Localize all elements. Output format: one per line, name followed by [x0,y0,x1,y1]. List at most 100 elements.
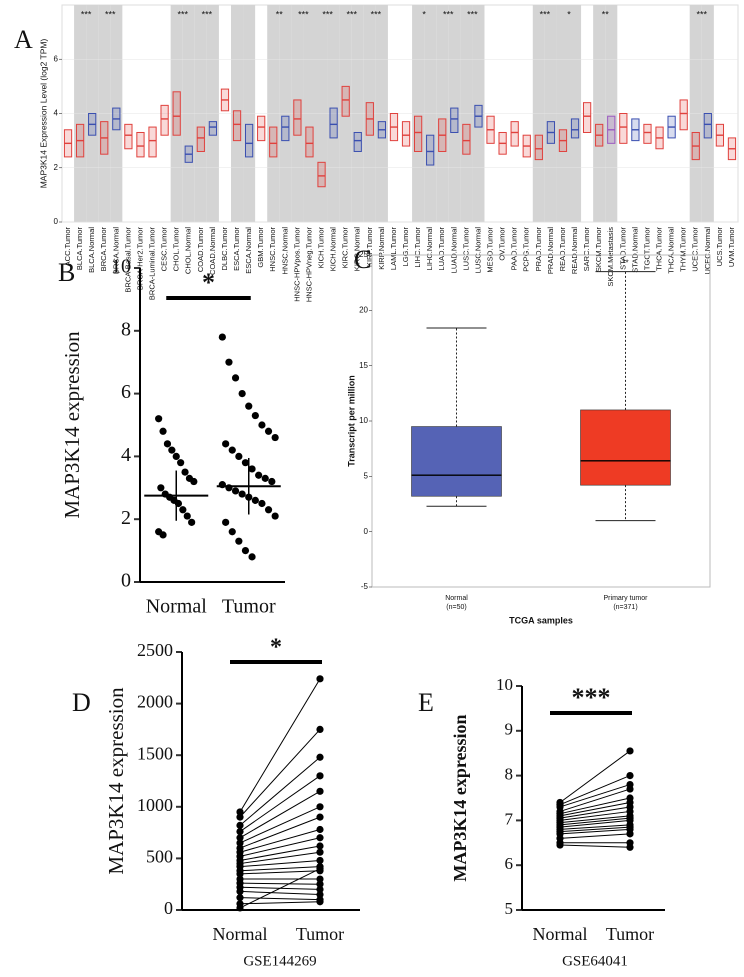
significance: *** [371,9,382,19]
point [228,446,236,454]
x-tick-label: BRCA.Tumor [99,226,108,271]
pair-line [239,866,321,872]
point [316,898,324,906]
point [316,880,324,888]
x-tick-label: READ.Normal [570,227,579,274]
box [462,123,471,155]
pair-line [559,797,631,815]
point [190,477,198,486]
x-tick-label: HNSC-HPVpos.Tumor [292,227,301,302]
x-tick-label: COAD.Tumor [196,227,205,273]
x-tick-label: PAAD.Tumor [510,227,519,271]
pair-line [559,828,631,835]
significance: *** [105,9,116,19]
x-tick-label: PRAD.Tumor [534,226,543,271]
x-tick-label: LIHC.Normal [425,227,434,271]
box [293,99,302,136]
point [231,374,240,382]
pair-line [239,901,321,905]
y-tick-label: 0 [121,570,131,592]
point [236,894,244,902]
x-tick-label: CHOL.Tumor [172,226,181,271]
point [177,459,185,467]
x-tick-label: SARC.Tumor [582,226,591,271]
point [241,547,250,555]
box [580,409,671,486]
pair-line [559,801,631,817]
y-tick-label: 8 [505,765,514,784]
point [155,415,163,423]
point [236,808,244,816]
box [341,85,350,117]
point [251,496,259,504]
point [316,787,324,795]
y-tick-label: 10 [496,675,513,694]
y-tick-label: 5 [364,471,369,480]
x-tick-label: KICH.Tumor [317,227,326,269]
significance: * [202,268,215,297]
x-tick-label: ACC.Tumor [63,227,72,267]
box [643,123,652,144]
x-tick-label: STAD.Tumor [618,226,627,269]
y-tick-label: 15 [359,361,368,370]
pair-line [239,845,321,861]
point [172,452,180,460]
significance: *** [322,9,333,19]
x-tick-label: DLBC.Tumor [220,227,229,271]
x-tick-label: GBM.Tumor [256,227,265,268]
x-tick-label: Primary tumor [604,595,649,602]
x-tick-label: KIRC.Tumor [341,227,350,269]
pair-line [239,775,321,832]
x-tick-label: KIRC.Normal [353,227,362,272]
box [196,126,205,152]
significance: *** [346,9,357,19]
pair-line [239,851,321,865]
point [236,887,244,896]
box [244,123,254,158]
point [236,870,244,878]
pair-line [239,870,321,875]
point [231,487,240,495]
sample-size: (n=371) [613,604,637,611]
point [556,841,564,849]
box [582,102,592,133]
pair-line [559,844,631,848]
point [225,358,233,366]
point [316,834,324,842]
significance: * [567,9,571,19]
point [258,499,266,508]
x-tick-label: Tumor [296,924,344,944]
point [316,772,324,780]
box [148,126,157,158]
x-tick-label: ESCA.Tumor [232,227,241,271]
pair-line [559,775,631,806]
box [317,161,326,188]
y-tick-label: 10 [111,256,131,278]
box [510,121,519,147]
point [255,471,263,479]
pair-line [559,826,631,833]
box [329,107,338,139]
point [179,506,187,514]
y-tick-label: 20 [359,305,368,314]
pair-line [239,678,321,813]
point [316,842,324,850]
x-tick-label: Normal [146,596,208,618]
point [163,440,172,448]
y-axis-title: MAP3K14 expression [450,714,470,881]
point [222,440,230,448]
box [401,121,411,147]
pair-line [239,790,321,839]
y-tick-label: 2 [54,163,59,172]
pair-line [239,868,321,909]
significance: *** [467,9,478,19]
point [236,821,244,829]
x-tick-label: TGCT.Tumor [642,227,651,271]
box [136,131,145,158]
x-tick-label: UVM.Tumor [727,226,736,267]
y-tick-label: 2 [121,507,131,529]
x-tick-label: CHOL.Normal [184,227,193,274]
point [236,813,244,821]
point [251,411,259,420]
x-tick-label: LGG.Tumor [401,227,410,267]
